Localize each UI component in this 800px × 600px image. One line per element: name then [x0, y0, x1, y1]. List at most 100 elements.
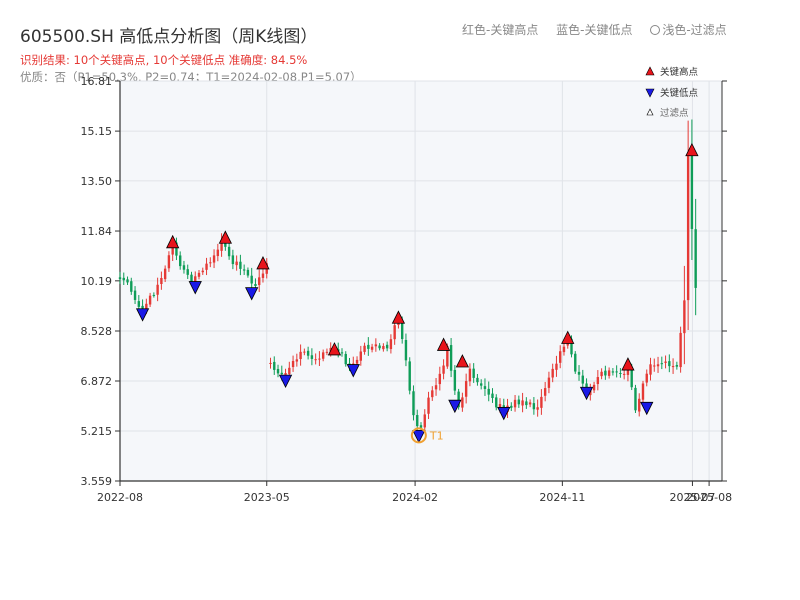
x-tick-label: 2023-05 [244, 491, 290, 504]
candle-body [656, 364, 660, 367]
candle-body [675, 365, 679, 367]
candle-body [559, 351, 562, 363]
candle-body [261, 273, 265, 278]
candle-body [239, 261, 242, 269]
candle-body [660, 363, 663, 365]
candle-body [634, 387, 637, 411]
y-tick-label: 13.50 [81, 175, 113, 188]
key-high-marker [327, 342, 342, 356]
candle-body [197, 272, 201, 277]
candle-body [532, 403, 536, 410]
candle-body [461, 397, 464, 408]
candle-body [412, 391, 415, 416]
candle-body [156, 284, 159, 295]
candle-body [487, 388, 490, 395]
t1-label: T1 [429, 429, 444, 442]
top-legend: 红色-关键高点 蓝色-关键低点 浅色-过滤点 [462, 21, 741, 38]
candle-body [378, 345, 381, 349]
candle-body [615, 371, 618, 373]
candle-body [622, 373, 626, 375]
candle-body [570, 338, 573, 355]
candle-body [321, 352, 325, 359]
candle-body [626, 367, 630, 375]
candle-body [171, 242, 174, 255]
key-low-marker [448, 399, 462, 414]
candle-body [318, 358, 321, 360]
candle-body [314, 359, 317, 361]
candle-body [179, 255, 182, 267]
candle-body [679, 332, 682, 368]
key-low-marker [135, 308, 150, 322]
candle-body [472, 368, 475, 378]
candle-body [133, 290, 137, 300]
key-low-marker [245, 287, 259, 301]
y-tick-label: 10.19 [81, 275, 113, 288]
candle-body [604, 370, 607, 376]
candle-body [619, 372, 622, 374]
candle-body [427, 397, 430, 414]
legend-high-text: 红色-关键高点 [462, 23, 539, 37]
x-tick-label: 2024-02 [392, 491, 438, 504]
key-high-marker [391, 310, 406, 324]
candle-body [182, 265, 186, 270]
y-tick-label: 15.15 [81, 125, 113, 138]
y-tick-label: 5.215 [81, 425, 113, 438]
candle-body [419, 425, 423, 428]
key-low-marker [188, 281, 202, 295]
legend-filtered-icon [646, 108, 654, 116]
candle-body [480, 383, 483, 386]
x-tick-label: 2025-08 [686, 491, 732, 504]
candle-body [273, 361, 276, 370]
candle-body [449, 345, 453, 371]
candle-body [540, 396, 543, 408]
candle-body [389, 339, 393, 350]
key-high-marker [561, 330, 575, 344]
candle-body [577, 371, 581, 375]
candle-body [453, 369, 457, 391]
candle-body [641, 383, 645, 400]
candle-body [382, 345, 385, 350]
candle-body [664, 361, 667, 363]
candle-body [126, 279, 129, 283]
candle-body [212, 255, 216, 263]
legend-filtered-label: 过滤点 [660, 107, 689, 119]
key-low-marker [412, 429, 426, 444]
candle-body [367, 344, 370, 349]
candle-body [194, 276, 197, 283]
x-tick-label: 2022-08 [97, 491, 143, 504]
candle-body [423, 414, 426, 428]
candle-body [235, 261, 238, 266]
candle-body [242, 269, 246, 271]
candle-body [547, 377, 551, 388]
candle-body [163, 268, 167, 280]
legend-filtered-text: 浅色-过滤点 [650, 23, 727, 37]
legend-high-label: 关键高点 [660, 66, 699, 78]
candle-body [562, 346, 566, 353]
key-low-marker [346, 364, 360, 378]
candle-body [306, 350, 310, 356]
key-high-marker [166, 234, 180, 249]
y-tick-label: 6.872 [81, 375, 113, 388]
key-high-marker [455, 354, 470, 368]
candle-body [310, 355, 314, 359]
candle-body [476, 377, 479, 383]
key-low-marker [497, 407, 511, 421]
candle-body [276, 368, 280, 374]
candle-body [483, 386, 487, 389]
candle-body [160, 277, 163, 285]
candle-body [611, 371, 615, 373]
candle-body [464, 381, 468, 397]
candle-body [246, 269, 250, 276]
candle-body [446, 346, 449, 367]
candle-body [141, 305, 144, 309]
candle-body [291, 361, 295, 368]
candle-body [325, 351, 329, 353]
candle-body [344, 353, 347, 365]
candle-body [404, 340, 408, 361]
key-low-marker [640, 401, 654, 416]
hollow-circle-icon [650, 25, 661, 35]
y-tick-label: 8.528 [81, 325, 113, 338]
candle-body [521, 400, 524, 406]
candle-body [528, 402, 532, 405]
candle-body [431, 390, 434, 398]
